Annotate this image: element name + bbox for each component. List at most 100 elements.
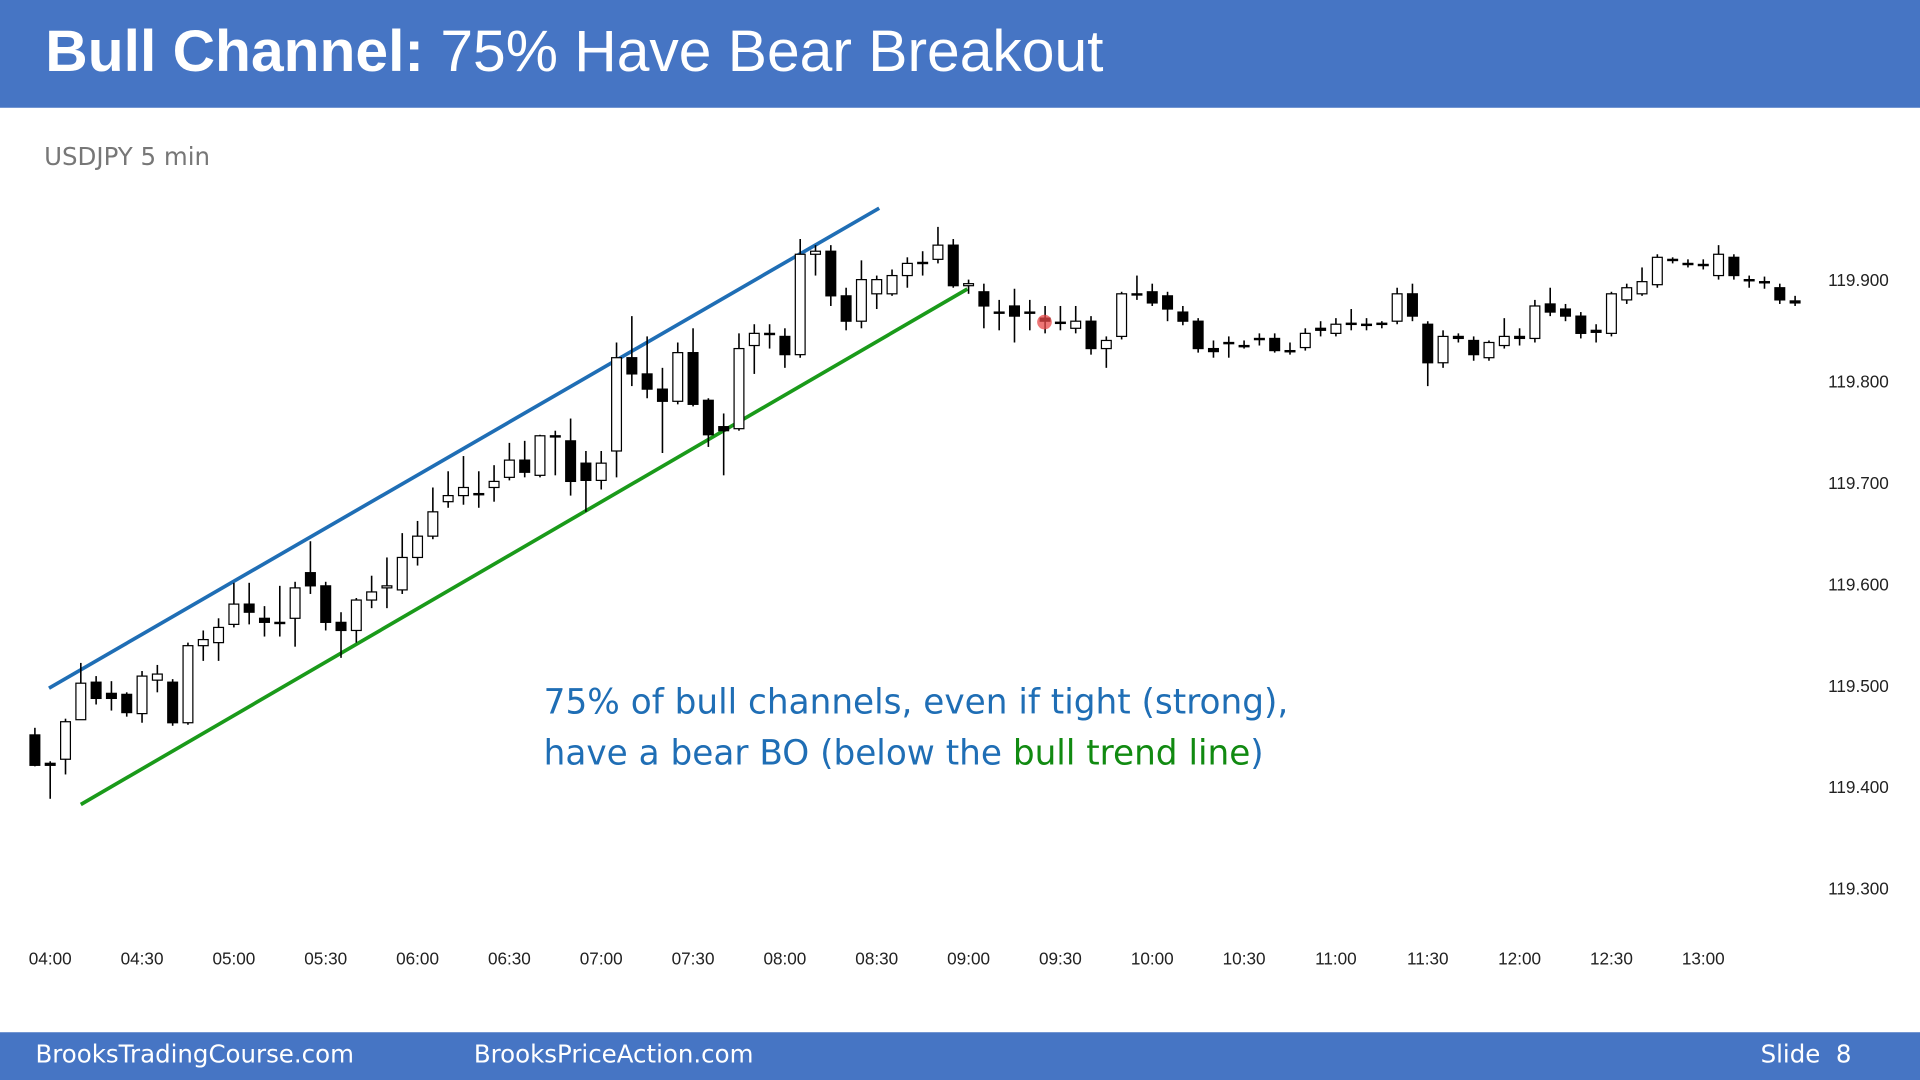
candle-body bbox=[963, 283, 975, 287]
candle-body bbox=[718, 426, 730, 432]
candle-body bbox=[1299, 332, 1311, 349]
candle-body bbox=[1008, 305, 1020, 317]
candle-body bbox=[886, 274, 898, 295]
candle-body bbox=[917, 261, 929, 265]
candle-body bbox=[289, 587, 301, 619]
candle-body bbox=[748, 332, 760, 347]
candle-body bbox=[565, 440, 577, 483]
candle-body bbox=[1621, 287, 1633, 301]
candle-body bbox=[350, 599, 362, 632]
candle-body bbox=[75, 682, 87, 721]
candle-body bbox=[1177, 311, 1189, 322]
candle-body bbox=[1651, 256, 1663, 286]
candle-body bbox=[1223, 341, 1235, 345]
candle-body bbox=[90, 681, 102, 700]
candle-body bbox=[534, 435, 546, 476]
candle-body bbox=[320, 585, 332, 623]
candle-body bbox=[1789, 300, 1801, 304]
candle-body bbox=[1713, 253, 1725, 277]
title-rest: 75% Have Bear Breakout bbox=[440, 19, 1103, 84]
annotation-text: ) bbox=[1250, 733, 1263, 773]
candle-body bbox=[1238, 344, 1250, 348]
x-tick-label: 05:30 bbox=[304, 949, 347, 969]
candle-body bbox=[1560, 308, 1572, 317]
candle-body bbox=[1253, 337, 1265, 341]
candle-body bbox=[1146, 291, 1158, 304]
candle-body bbox=[136, 675, 148, 715]
footer-left: BrooksTradingCourse.com bbox=[36, 1040, 354, 1069]
candle-body bbox=[473, 492, 485, 496]
candle-body bbox=[44, 762, 56, 766]
candle-body bbox=[1361, 323, 1373, 327]
candle-body bbox=[1774, 287, 1786, 301]
candle-body bbox=[1452, 335, 1464, 340]
candle-body bbox=[855, 279, 867, 322]
candle-body bbox=[503, 459, 515, 478]
x-tick-label: 07:00 bbox=[580, 949, 623, 969]
candle-body bbox=[1544, 303, 1556, 313]
slide-title: Bull Channel: 75% Have Bear Breakout bbox=[45, 19, 1103, 84]
candle-body bbox=[1376, 322, 1388, 326]
candle-body bbox=[167, 681, 179, 724]
x-tick-label: 10:00 bbox=[1131, 949, 1174, 969]
candle-body bbox=[595, 462, 607, 482]
candle-body bbox=[1605, 293, 1617, 334]
candle-body bbox=[258, 617, 270, 623]
candle-body bbox=[641, 373, 653, 390]
candle-body bbox=[121, 693, 133, 714]
chart-subtitle: USDJPY 5 min bbox=[44, 142, 210, 171]
candle-body bbox=[488, 480, 500, 489]
annotation-highlight: bull trend line bbox=[1013, 733, 1250, 773]
candle-body bbox=[702, 399, 714, 436]
candle-body bbox=[840, 295, 852, 322]
candle-body bbox=[519, 459, 531, 473]
candle-body bbox=[1131, 293, 1143, 296]
x-tick-label: 06:00 bbox=[396, 949, 439, 969]
candle-body bbox=[60, 721, 72, 760]
candle-body bbox=[1483, 341, 1495, 359]
candle-body bbox=[412, 535, 424, 559]
x-tick-label: 07:30 bbox=[672, 949, 715, 969]
candle-body bbox=[611, 357, 623, 452]
candle-body bbox=[1116, 293, 1128, 338]
candle-body bbox=[901, 262, 913, 277]
candle-body bbox=[1697, 263, 1709, 267]
candle-body bbox=[1758, 281, 1771, 284]
candle-body bbox=[381, 585, 393, 589]
candle-body bbox=[366, 591, 378, 601]
x-tick-label: 09:00 bbox=[947, 949, 990, 969]
x-tick-label: 08:00 bbox=[763, 949, 806, 969]
candle-body bbox=[549, 435, 561, 438]
x-tick-label: 10:30 bbox=[1223, 949, 1266, 969]
footer-bar bbox=[0, 1032, 1920, 1080]
candle-body bbox=[1437, 335, 1449, 364]
candle-body bbox=[1269, 337, 1281, 352]
candle-body bbox=[29, 734, 41, 766]
x-tick-label: 12:30 bbox=[1590, 949, 1633, 969]
candle-body bbox=[1682, 262, 1694, 266]
candle-body bbox=[1468, 339, 1480, 356]
candle-body bbox=[427, 511, 439, 537]
candle-body bbox=[442, 494, 454, 503]
candle-body bbox=[1422, 323, 1434, 364]
header-bar bbox=[0, 0, 1920, 108]
candle-body bbox=[335, 621, 347, 632]
candle-body bbox=[1085, 320, 1097, 350]
candle-body bbox=[1330, 323, 1342, 334]
candle-body bbox=[626, 357, 638, 375]
candle-body bbox=[1054, 321, 1066, 325]
y-tick-label: 119.700 bbox=[1828, 473, 1889, 493]
candle-body bbox=[1024, 311, 1036, 314]
x-tick-label: 11:00 bbox=[1315, 949, 1357, 969]
candle-body bbox=[1636, 281, 1648, 295]
candle-body bbox=[947, 244, 959, 287]
x-tick-label: 13:00 bbox=[1682, 949, 1725, 969]
candle-body bbox=[457, 486, 469, 497]
candle-body bbox=[779, 335, 791, 356]
x-tick-label: 04:00 bbox=[29, 949, 72, 969]
candle-body bbox=[1162, 295, 1174, 310]
candle-body bbox=[1728, 256, 1740, 277]
candle-body bbox=[1207, 347, 1219, 353]
candle-body bbox=[182, 645, 194, 724]
